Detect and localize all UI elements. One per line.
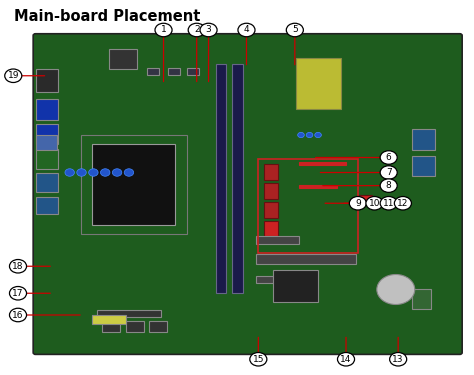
Circle shape (306, 132, 313, 138)
Text: 17: 17 (12, 289, 24, 298)
Text: 10: 10 (369, 199, 380, 208)
Bar (168, 68, 180, 75)
Circle shape (380, 196, 397, 210)
Circle shape (100, 169, 110, 176)
Circle shape (112, 169, 122, 176)
Bar (102, 321, 120, 332)
Bar (256, 236, 299, 244)
Circle shape (124, 169, 134, 176)
Bar (149, 321, 167, 332)
Circle shape (286, 23, 303, 37)
Text: 3: 3 (206, 26, 211, 34)
Text: 2: 2 (194, 26, 200, 34)
Bar (92, 144, 175, 225)
Text: 16: 16 (12, 310, 24, 320)
Text: 19: 19 (8, 71, 19, 80)
Text: 7: 7 (386, 168, 392, 177)
Circle shape (200, 23, 217, 37)
Bar (109, 49, 137, 69)
Bar (264, 164, 278, 180)
Circle shape (9, 260, 27, 273)
Circle shape (380, 166, 397, 179)
Text: Main-board Placement: Main-board Placement (14, 9, 201, 24)
Circle shape (394, 196, 411, 210)
Bar (97, 310, 161, 317)
Bar (126, 321, 144, 332)
Bar (147, 68, 159, 75)
Circle shape (315, 132, 321, 138)
Circle shape (250, 352, 267, 366)
Circle shape (380, 179, 397, 192)
Text: 15: 15 (253, 355, 264, 364)
Bar (412, 289, 431, 309)
Bar (264, 202, 278, 217)
Circle shape (366, 196, 383, 210)
Circle shape (77, 169, 86, 176)
Circle shape (337, 352, 355, 366)
Bar (36, 69, 58, 92)
FancyBboxPatch shape (33, 34, 462, 354)
Circle shape (155, 23, 172, 37)
Circle shape (9, 286, 27, 300)
Bar (258, 159, 358, 253)
Circle shape (89, 169, 98, 176)
Bar (36, 99, 58, 120)
Bar (299, 184, 337, 188)
Circle shape (65, 169, 74, 176)
Text: 11: 11 (383, 199, 394, 208)
Bar (358, 195, 372, 202)
Bar (92, 315, 126, 324)
Circle shape (5, 69, 22, 82)
Bar (216, 64, 226, 292)
Text: 6: 6 (386, 153, 392, 162)
Text: 14: 14 (340, 355, 352, 364)
Bar (36, 197, 58, 214)
Bar (299, 162, 346, 165)
Bar (264, 220, 278, 236)
Bar (412, 129, 435, 150)
Text: 13: 13 (392, 355, 404, 364)
Bar (273, 270, 318, 302)
Bar (296, 58, 341, 109)
Text: 4: 4 (244, 26, 249, 34)
Bar (256, 254, 356, 264)
Text: 18: 18 (12, 262, 24, 271)
Circle shape (349, 196, 366, 210)
Circle shape (298, 132, 304, 138)
Bar (187, 68, 199, 75)
Bar (232, 64, 243, 292)
Circle shape (380, 151, 397, 164)
Bar (36, 149, 58, 169)
Bar (264, 183, 278, 199)
Bar (412, 156, 435, 176)
Circle shape (9, 308, 27, 322)
Bar (36, 124, 58, 144)
Bar (256, 276, 299, 283)
Text: 9: 9 (355, 199, 361, 208)
Circle shape (238, 23, 255, 37)
Bar (81, 135, 187, 234)
Text: 8: 8 (386, 181, 392, 190)
Bar (36, 173, 58, 192)
Bar (36, 135, 57, 150)
Text: 5: 5 (292, 26, 298, 34)
Circle shape (188, 23, 205, 37)
Circle shape (390, 352, 407, 366)
Circle shape (377, 274, 415, 304)
Text: 12: 12 (397, 199, 409, 208)
Text: 1: 1 (161, 26, 166, 34)
